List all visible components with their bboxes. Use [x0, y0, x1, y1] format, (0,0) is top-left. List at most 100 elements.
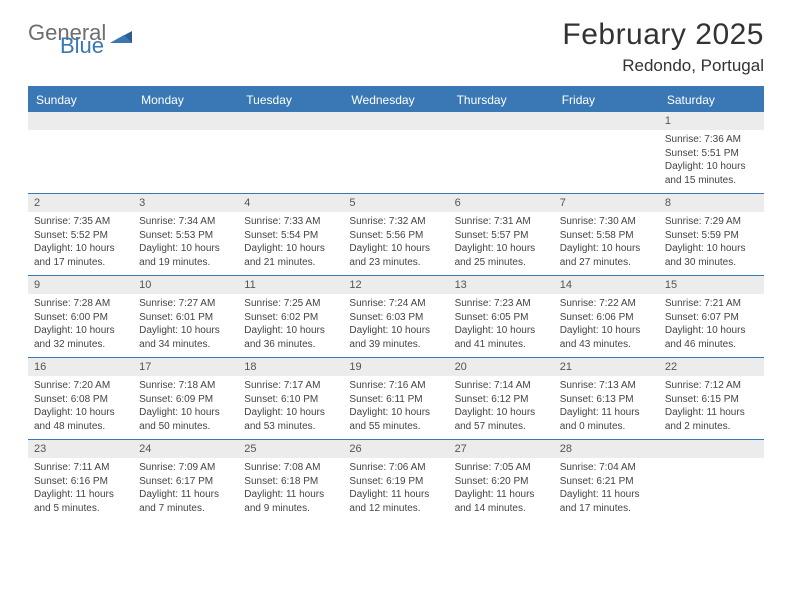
- sunset-text: Sunset: 6:21 PM: [560, 475, 653, 489]
- day-number: 23: [28, 440, 133, 458]
- day-details: Sunrise: 7:14 AMSunset: 6:12 PMDaylight:…: [449, 376, 554, 439]
- daylight-text: Daylight: 10 hours and 15 minutes.: [665, 160, 758, 187]
- sunset-text: Sunset: 6:17 PM: [139, 475, 232, 489]
- weekday-header: Tuesday: [238, 88, 343, 112]
- sunrise-text: Sunrise: 7:25 AM: [244, 297, 337, 311]
- sunrise-text: Sunrise: 7:33 AM: [244, 215, 337, 229]
- weekday-header: Monday: [133, 88, 238, 112]
- sunset-text: Sunset: 6:20 PM: [455, 475, 548, 489]
- sunset-text: Sunset: 6:12 PM: [455, 393, 548, 407]
- sunrise-text: Sunrise: 7:31 AM: [455, 215, 548, 229]
- sunrise-text: Sunrise: 7:28 AM: [34, 297, 127, 311]
- daylight-text: Daylight: 10 hours and 57 minutes.: [455, 406, 548, 433]
- header: General Blue February 2025 Redondo, Port…: [28, 18, 764, 76]
- day-cell: 7Sunrise: 7:30 AMSunset: 5:58 PMDaylight…: [554, 194, 659, 275]
- day-cell: 17Sunrise: 7:18 AMSunset: 6:09 PMDayligh…: [133, 358, 238, 439]
- sunrise-text: Sunrise: 7:16 AM: [349, 379, 442, 393]
- day-details: Sunrise: 7:16 AMSunset: 6:11 PMDaylight:…: [343, 376, 448, 439]
- sunrise-text: Sunrise: 7:21 AM: [665, 297, 758, 311]
- daylight-text: Daylight: 11 hours and 14 minutes.: [455, 488, 548, 515]
- day-cell: [343, 112, 448, 193]
- day-cell: 3Sunrise: 7:34 AMSunset: 5:53 PMDaylight…: [133, 194, 238, 275]
- calendar-page: General Blue February 2025 Redondo, Port…: [0, 0, 792, 521]
- week-row: 2Sunrise: 7:35 AMSunset: 5:52 PMDaylight…: [28, 194, 764, 276]
- daylight-text: Daylight: 11 hours and 0 minutes.: [560, 406, 653, 433]
- day-number: 7: [554, 194, 659, 212]
- day-number: 20: [449, 358, 554, 376]
- sunrise-text: Sunrise: 7:04 AM: [560, 461, 653, 475]
- day-number: 27: [449, 440, 554, 458]
- day-number: 26: [343, 440, 448, 458]
- day-cell: [659, 440, 764, 521]
- day-details: Sunrise: 7:05 AMSunset: 6:20 PMDaylight:…: [449, 458, 554, 521]
- day-cell: 16Sunrise: 7:20 AMSunset: 6:08 PMDayligh…: [28, 358, 133, 439]
- sunset-text: Sunset: 6:00 PM: [34, 311, 127, 325]
- day-number: [449, 112, 554, 130]
- day-cell: 5Sunrise: 7:32 AMSunset: 5:56 PMDaylight…: [343, 194, 448, 275]
- day-number: 3: [133, 194, 238, 212]
- sunrise-text: Sunrise: 7:06 AM: [349, 461, 442, 475]
- day-cell: 1Sunrise: 7:36 AMSunset: 5:51 PMDaylight…: [659, 112, 764, 193]
- weekday-header: Thursday: [449, 88, 554, 112]
- sunset-text: Sunset: 6:13 PM: [560, 393, 653, 407]
- day-details: Sunrise: 7:22 AMSunset: 6:06 PMDaylight:…: [554, 294, 659, 357]
- daylight-text: Daylight: 11 hours and 7 minutes.: [139, 488, 232, 515]
- sunset-text: Sunset: 5:59 PM: [665, 229, 758, 243]
- day-number: 16: [28, 358, 133, 376]
- day-details: Sunrise: 7:35 AMSunset: 5:52 PMDaylight:…: [28, 212, 133, 275]
- day-number: [238, 112, 343, 130]
- day-details: Sunrise: 7:31 AMSunset: 5:57 PMDaylight:…: [449, 212, 554, 275]
- sunrise-text: Sunrise: 7:05 AM: [455, 461, 548, 475]
- day-cell: 12Sunrise: 7:24 AMSunset: 6:03 PMDayligh…: [343, 276, 448, 357]
- day-details: Sunrise: 7:08 AMSunset: 6:18 PMDaylight:…: [238, 458, 343, 521]
- day-details: Sunrise: 7:27 AMSunset: 6:01 PMDaylight:…: [133, 294, 238, 357]
- sunset-text: Sunset: 6:16 PM: [34, 475, 127, 489]
- day-details: Sunrise: 7:09 AMSunset: 6:17 PMDaylight:…: [133, 458, 238, 521]
- day-details: Sunrise: 7:11 AMSunset: 6:16 PMDaylight:…: [28, 458, 133, 521]
- week-row: 1Sunrise: 7:36 AMSunset: 5:51 PMDaylight…: [28, 112, 764, 194]
- day-cell: [28, 112, 133, 193]
- daylight-text: Daylight: 10 hours and 48 minutes.: [34, 406, 127, 433]
- daylight-text: Daylight: 11 hours and 2 minutes.: [665, 406, 758, 433]
- daylight-text: Daylight: 10 hours and 46 minutes.: [665, 324, 758, 351]
- logo-word-2: Blue: [60, 37, 106, 56]
- day-details: Sunrise: 7:25 AMSunset: 6:02 PMDaylight:…: [238, 294, 343, 357]
- sunrise-text: Sunrise: 7:08 AM: [244, 461, 337, 475]
- day-cell: 2Sunrise: 7:35 AMSunset: 5:52 PMDaylight…: [28, 194, 133, 275]
- day-cell: [554, 112, 659, 193]
- sunset-text: Sunset: 6:11 PM: [349, 393, 442, 407]
- day-cell: 6Sunrise: 7:31 AMSunset: 5:57 PMDaylight…: [449, 194, 554, 275]
- daylight-text: Daylight: 10 hours and 30 minutes.: [665, 242, 758, 269]
- day-cell: 24Sunrise: 7:09 AMSunset: 6:17 PMDayligh…: [133, 440, 238, 521]
- day-cell: [133, 112, 238, 193]
- week-row: 16Sunrise: 7:20 AMSunset: 6:08 PMDayligh…: [28, 358, 764, 440]
- day-cell: [238, 112, 343, 193]
- day-cell: 15Sunrise: 7:21 AMSunset: 6:07 PMDayligh…: [659, 276, 764, 357]
- day-cell: 11Sunrise: 7:25 AMSunset: 6:02 PMDayligh…: [238, 276, 343, 357]
- daylight-text: Daylight: 10 hours and 27 minutes.: [560, 242, 653, 269]
- day-number: 5: [343, 194, 448, 212]
- day-number: [554, 112, 659, 130]
- day-number: 11: [238, 276, 343, 294]
- sunset-text: Sunset: 6:05 PM: [455, 311, 548, 325]
- sunset-text: Sunset: 6:03 PM: [349, 311, 442, 325]
- day-cell: 22Sunrise: 7:12 AMSunset: 6:15 PMDayligh…: [659, 358, 764, 439]
- daylight-text: Daylight: 10 hours and 39 minutes.: [349, 324, 442, 351]
- sunrise-text: Sunrise: 7:23 AM: [455, 297, 548, 311]
- day-details: Sunrise: 7:06 AMSunset: 6:19 PMDaylight:…: [343, 458, 448, 521]
- day-cell: 25Sunrise: 7:08 AMSunset: 6:18 PMDayligh…: [238, 440, 343, 521]
- calendar-grid: Sunday Monday Tuesday Wednesday Thursday…: [28, 88, 764, 521]
- sunset-text: Sunset: 5:53 PM: [139, 229, 232, 243]
- day-details: Sunrise: 7:23 AMSunset: 6:05 PMDaylight:…: [449, 294, 554, 357]
- sunset-text: Sunset: 5:57 PM: [455, 229, 548, 243]
- day-details: Sunrise: 7:17 AMSunset: 6:10 PMDaylight:…: [238, 376, 343, 439]
- daylight-text: Daylight: 11 hours and 17 minutes.: [560, 488, 653, 515]
- flag-icon: [110, 29, 136, 52]
- sunset-text: Sunset: 6:01 PM: [139, 311, 232, 325]
- sunset-text: Sunset: 6:08 PM: [34, 393, 127, 407]
- day-details: Sunrise: 7:18 AMSunset: 6:09 PMDaylight:…: [133, 376, 238, 439]
- day-number: 22: [659, 358, 764, 376]
- day-number: [659, 440, 764, 458]
- day-cell: 13Sunrise: 7:23 AMSunset: 6:05 PMDayligh…: [449, 276, 554, 357]
- month-title: February 2025: [562, 18, 764, 52]
